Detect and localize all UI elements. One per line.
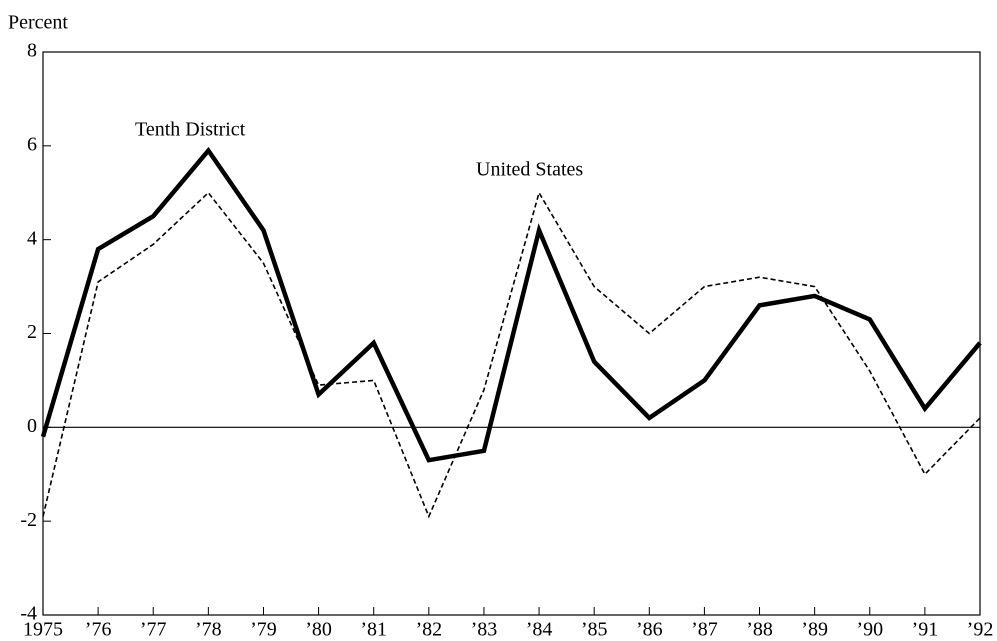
x-tick-label: ’78 xyxy=(195,619,222,641)
x-tick-label: ’82 xyxy=(415,619,442,641)
x-tick-label: ’90 xyxy=(856,619,883,641)
y-tick-label: 4 xyxy=(27,227,37,249)
x-tick-label: ’87 xyxy=(691,619,718,641)
x-tick-label: ’80 xyxy=(305,619,332,641)
x-tick-label: 1975 xyxy=(23,619,63,641)
x-tick-label: ’91 xyxy=(912,619,939,641)
x-tick-label: ’92 xyxy=(967,619,994,641)
y-tick-label: 8 xyxy=(27,40,37,62)
x-tick-label: ’81 xyxy=(360,619,387,641)
x-tick-label: ’86 xyxy=(636,619,663,641)
x-tick-label: ’88 xyxy=(746,619,773,641)
line-series xyxy=(42,190,981,519)
series-label: Tenth District xyxy=(135,119,246,141)
y-tick-label: 2 xyxy=(27,321,37,343)
y-tick-label: -2 xyxy=(20,509,37,531)
x-tick-label: ’84 xyxy=(526,619,553,641)
x-tick-label: ’85 xyxy=(581,619,608,641)
x-tick-label: ’79 xyxy=(250,619,277,641)
y-tick-label: 6 xyxy=(27,133,37,155)
series-label: United States xyxy=(476,159,583,181)
x-tick-label: ’77 xyxy=(140,619,167,641)
x-tick-label: ’76 xyxy=(85,619,112,641)
y-tick-label: 0 xyxy=(27,415,37,437)
x-tick-label: ’83 xyxy=(471,619,498,641)
line-series xyxy=(40,146,982,463)
y-axis-label: Percent xyxy=(8,12,68,34)
y-tick-label: -4 xyxy=(20,603,37,625)
x-tick-label: ’89 xyxy=(801,619,828,641)
